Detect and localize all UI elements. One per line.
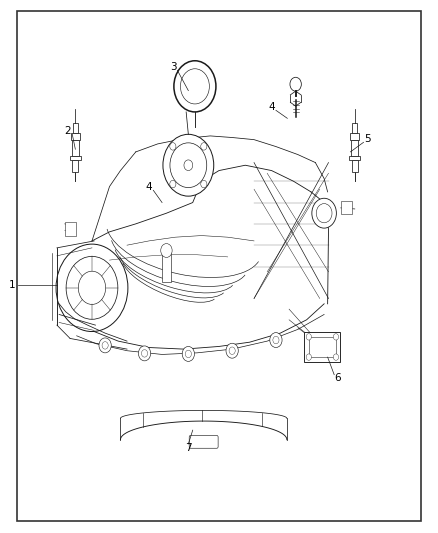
Circle shape (201, 180, 207, 188)
Bar (72, 160, 78, 172)
Circle shape (312, 198, 336, 228)
Bar (72, 140, 79, 156)
Circle shape (184, 160, 193, 171)
Circle shape (99, 338, 111, 353)
Bar (352, 123, 357, 133)
Bar (65, 222, 76, 236)
Circle shape (174, 61, 216, 112)
Bar (352, 160, 358, 172)
Circle shape (138, 346, 151, 361)
Circle shape (141, 350, 148, 357)
Circle shape (201, 143, 207, 150)
Bar (71, 133, 80, 140)
Text: 1: 1 (9, 280, 16, 290)
FancyBboxPatch shape (189, 435, 218, 448)
Circle shape (180, 69, 209, 104)
Circle shape (170, 143, 176, 150)
Circle shape (290, 77, 301, 91)
Bar (351, 140, 358, 156)
Text: 4: 4 (145, 182, 152, 191)
Circle shape (229, 347, 235, 354)
Circle shape (170, 180, 176, 188)
Text: 5: 5 (364, 134, 371, 143)
Circle shape (56, 244, 128, 332)
Circle shape (270, 333, 282, 348)
Bar (70, 156, 81, 160)
Circle shape (273, 336, 279, 344)
Circle shape (78, 271, 106, 304)
Bar (341, 201, 352, 214)
Circle shape (161, 244, 172, 257)
Text: 6: 6 (334, 374, 341, 383)
Circle shape (163, 134, 214, 196)
Text: 3: 3 (170, 62, 177, 71)
Text: 4: 4 (268, 102, 275, 111)
Bar (350, 133, 359, 140)
Bar (73, 123, 78, 133)
Circle shape (66, 256, 118, 319)
Circle shape (182, 346, 194, 361)
Circle shape (185, 350, 191, 358)
Bar (309, 337, 336, 357)
Circle shape (333, 354, 339, 360)
Circle shape (102, 342, 108, 349)
Circle shape (306, 334, 311, 340)
Text: 2: 2 (64, 126, 71, 135)
Circle shape (170, 143, 207, 188)
Bar (304, 332, 340, 362)
Circle shape (226, 343, 238, 358)
Circle shape (333, 334, 339, 340)
Bar (349, 156, 360, 160)
Circle shape (316, 204, 332, 223)
Bar (162, 253, 171, 282)
Text: 7: 7 (185, 443, 192, 453)
Circle shape (306, 354, 311, 360)
